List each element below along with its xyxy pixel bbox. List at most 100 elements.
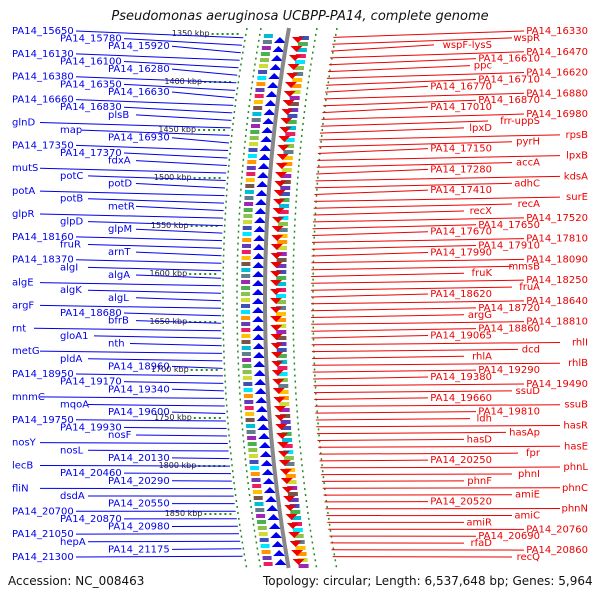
feature-bar [279,204,290,208]
gene-label: PA14_16630 [108,87,170,98]
gene-leader-line [321,113,525,120]
gene-leader-line [87,404,225,407]
gene-leader-line [39,282,222,287]
reverse-cds-arrow [285,514,298,520]
reverse-cds-arrow [270,298,283,304]
feature-bar [241,274,251,278]
gene-label: fruA [519,282,540,293]
forward-cds-arrow [256,181,269,187]
gene-label: PA14_16980 [526,109,588,120]
gene-leader-line [123,83,236,91]
gene-leader-line [171,548,242,550]
reverse-cds-arrow [283,496,296,502]
gene-leader-line [311,314,465,318]
gene-leader-line [135,274,222,279]
feature-bar [285,132,296,136]
feature-bar [244,400,254,404]
feature-bar [276,312,286,316]
gene-leader-line [319,134,561,141]
gene-label: PA14_15780 [60,34,122,45]
gene-label: glpM [108,224,132,235]
feature-bar [241,328,251,332]
feature-bar [286,120,297,124]
feature-bar [276,318,287,322]
gene-label: glpD [60,217,83,228]
feature-bar [257,526,267,530]
forward-cds-arrow [264,100,277,106]
reverse-cds-arrow [282,100,295,106]
reverse-cds-arrow [270,343,283,349]
feature-bar [279,408,290,412]
forward-cds-arrow [253,352,266,358]
reverse-cds-arrow [289,541,302,547]
reverse-cds-arrow [270,271,283,277]
gene-leader-line [135,205,224,212]
forward-cds-arrow [259,451,272,457]
gene-label: pldA [60,354,82,365]
gene-leader-line [135,320,222,324]
feature-bar [283,456,294,460]
reverse-cds-arrow [270,262,283,268]
gene-label: mnmC [12,392,45,403]
feature-bar [260,52,270,56]
forward-cds-arrow [252,244,265,250]
gene-leader-line [311,279,525,284]
gene-leader-line [328,58,477,66]
gene-label: PA14_20250 [430,455,492,466]
forward-cds-arrow [255,190,268,196]
feature-bar [276,300,286,304]
gene-label: wspF-lysS [443,40,492,51]
gene-leader-line [318,445,561,448]
gene-label: PA14_19290 [478,365,540,376]
gene-leader-line [313,210,465,216]
forward-cds-arrow [271,541,284,547]
forward-cds-arrow [253,226,266,232]
gene-label: fdxA [108,156,131,167]
feature-bar [278,216,289,220]
gene-leader-line [39,465,231,467]
gene-leader-line [312,231,429,236]
feature-bar [279,192,290,196]
gene-label: PA14_16100 [60,56,122,67]
forward-cds-arrow [259,145,272,151]
feature-bar [256,514,266,518]
gene-label: PA14_16350 [60,79,122,90]
gene-label: bfrB [108,316,129,327]
gene-leader-line [311,251,429,257]
feature-bar [247,442,257,446]
gene-leader-line [316,425,561,428]
feature-bar [276,252,287,256]
gene-leader-line [329,51,525,59]
feature-bar [241,304,250,308]
reverse-cds-arrow [274,181,287,187]
reverse-cds-arrow [270,307,283,313]
gene-label: PA14_19380 [430,372,492,383]
feature-bar [241,352,251,356]
gene-leader-line [135,297,222,302]
gene-label: potC [60,171,83,182]
gene-leader-line [123,426,227,429]
feature-bar [243,214,253,218]
feature-bar [283,150,294,154]
reverse-cds-arrow [270,289,283,295]
gene-label: PA14_17650 [478,220,540,231]
feature-bar [276,330,287,334]
gene-leader-line [171,45,241,54]
feature-bar [241,250,251,254]
forward-cds-arrow [252,280,265,286]
gene-leader-line [310,300,525,305]
feature-bar [251,118,261,122]
gene-label: arnT [108,247,131,258]
feature-bar [291,516,302,520]
forward-cds-arrow [262,478,275,484]
reverse-cds-arrow [275,172,288,178]
gene-leader-line [312,224,477,230]
reverse-cds-arrow [275,424,288,430]
feature-bar [284,144,295,148]
feature-bar [257,76,267,80]
gene-leader-line [318,452,519,455]
gene-label: PA14_16880 [526,88,588,99]
feature-bar [296,48,307,52]
gene-label: algK [60,285,82,296]
gene-leader-line [314,196,561,202]
